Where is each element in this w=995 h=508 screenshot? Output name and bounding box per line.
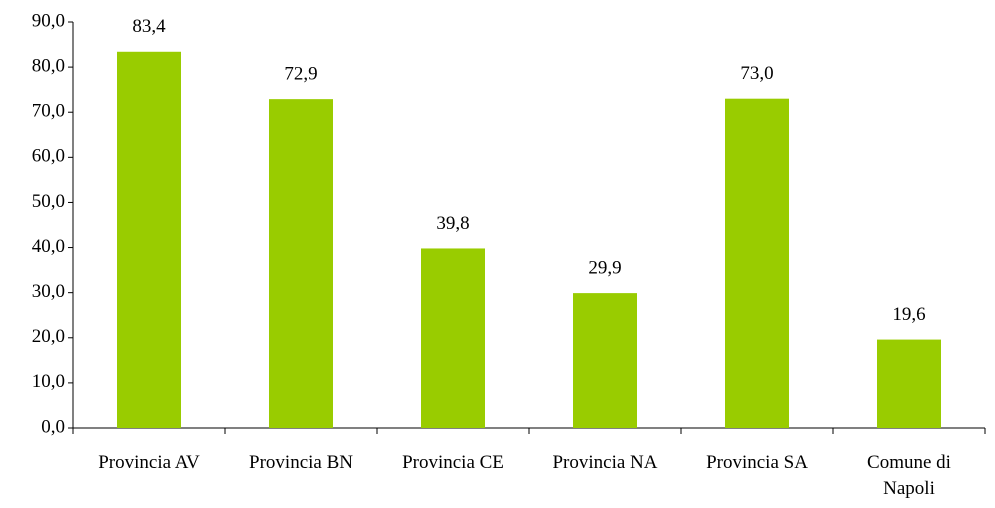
- x-tick-label: Provincia BN: [249, 452, 353, 473]
- y-tick-label: 10,0: [32, 371, 65, 392]
- y-tick-label: 80,0: [32, 55, 65, 76]
- bar: [573, 293, 637, 428]
- value-label: 83,4: [132, 16, 166, 37]
- x-tick-label: Comune di Napoli: [867, 452, 951, 499]
- y-tick-label: 60,0: [32, 146, 65, 167]
- y-tick-label: 30,0: [32, 281, 65, 302]
- y-tick-label: 70,0: [32, 101, 65, 122]
- value-label: 29,9: [588, 257, 621, 278]
- x-tick-label: Provincia CE: [402, 452, 504, 473]
- x-tick-label: Provincia SA: [706, 452, 808, 473]
- bar: [877, 339, 941, 428]
- y-tick-label: 40,0: [32, 236, 65, 257]
- bar: [269, 99, 333, 428]
- bar: [725, 98, 789, 428]
- x-tick-label: Provincia AV: [98, 452, 200, 473]
- x-tick-label: Provincia NA: [552, 452, 658, 473]
- y-tick-label: 0,0: [41, 416, 65, 437]
- y-tick-label: 50,0: [32, 191, 65, 212]
- value-label: 73,0: [740, 63, 773, 84]
- bar: [421, 248, 485, 428]
- y-tick-label: 90,0: [32, 10, 65, 31]
- value-label: 72,9: [284, 63, 317, 84]
- y-tick-label: 20,0: [32, 326, 65, 347]
- value-label: 39,8: [436, 213, 469, 234]
- bar: [117, 51, 181, 428]
- value-label: 19,6: [892, 304, 925, 325]
